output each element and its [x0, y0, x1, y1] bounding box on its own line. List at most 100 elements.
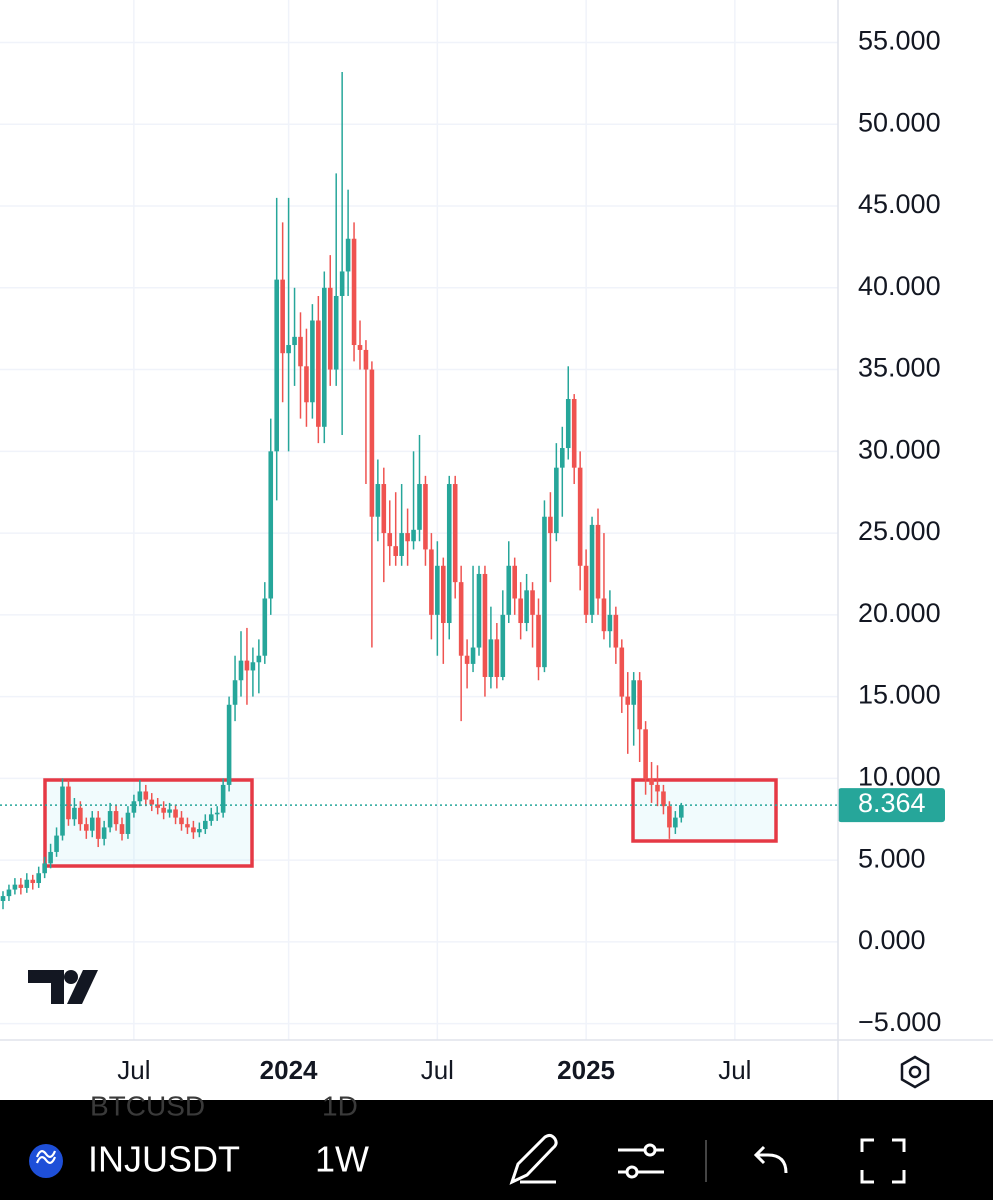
- candle-body: [571, 398, 577, 468]
- candles: [0, 71, 684, 910]
- candle-body: [548, 516, 553, 534]
- candle-body: [12, 884, 18, 890]
- candle-body: [84, 824, 89, 831]
- candle-body: [387, 533, 393, 547]
- candle-body: [250, 662, 256, 671]
- candle-body: [673, 817, 678, 828]
- fullscreen-icon[interactable]: [860, 1138, 906, 1184]
- candle-body: [536, 614, 541, 668]
- candle-body: [89, 817, 95, 831]
- interval[interactable]: 1W: [315, 1139, 369, 1180]
- candle-body: [185, 824, 190, 828]
- candle-body: [411, 529, 416, 542]
- candle-body: [203, 820, 208, 830]
- candle-body: [643, 729, 648, 779]
- candle-body: [60, 786, 65, 836]
- candle-body: [310, 320, 315, 403]
- candle-body: [405, 533, 410, 542]
- candle-body: [631, 680, 636, 705]
- last-price-label: 8.364: [858, 788, 926, 818]
- candle-body: [637, 680, 642, 730]
- candle-body: [345, 238, 351, 272]
- candle-body: [119, 824, 125, 834]
- candle-body: [173, 809, 178, 818]
- candle-body: [577, 467, 583, 566]
- candle-body: [339, 271, 345, 296]
- candle-body: [399, 533, 404, 556]
- y-tick-label: 25.000: [858, 516, 941, 546]
- toolbar: [0, 1100, 993, 1200]
- range-box: [631, 778, 778, 843]
- candle-body: [393, 546, 398, 556]
- candle-body: [506, 565, 512, 615]
- candle-body: [197, 829, 202, 833]
- y-tick-label: 50.000: [858, 107, 941, 137]
- candle-body: [0, 896, 6, 902]
- candle-body: [238, 660, 244, 681]
- candle-body: [512, 565, 517, 599]
- candle-body: [661, 791, 666, 807]
- logo-part: [28, 970, 64, 1004]
- y-tick-label: 45.000: [858, 189, 941, 219]
- candle-body: [351, 238, 357, 346]
- candle-body: [149, 799, 155, 805]
- candle-body: [417, 484, 422, 530]
- candle-body: [18, 884, 24, 888]
- range-box: [43, 778, 254, 868]
- ghost-interval: 1D: [322, 1090, 358, 1121]
- y-tick-label: 55.000: [858, 26, 941, 56]
- candle-body: [220, 784, 226, 813]
- candle-body: [191, 827, 196, 833]
- candle-body: [357, 345, 363, 350]
- candle-body: [530, 590, 535, 615]
- candle-body: [24, 879, 30, 888]
- symbol-logo-mark: [35, 1150, 57, 1164]
- candle-body: [333, 295, 339, 370]
- candle-body: [327, 287, 333, 370]
- settings-icon[interactable]: [900, 1055, 930, 1089]
- y-tick-label: 40.000: [858, 271, 941, 301]
- candle-body: [286, 345, 291, 354]
- candle-body: [423, 484, 428, 550]
- candle-body: [322, 287, 327, 427]
- tradingview-logo: [28, 970, 98, 1004]
- candle-body: [54, 835, 59, 852]
- ghost-symbol: BTCUSD: [90, 1090, 205, 1121]
- candle-body: [113, 811, 119, 825]
- candle-body: [375, 484, 381, 517]
- candle-body: [500, 614, 506, 677]
- candle-body: [298, 336, 303, 367]
- y-tick-label: 0.000: [858, 925, 926, 955]
- candle-body: [583, 565, 589, 615]
- y-tick-label: 30.000: [858, 434, 941, 464]
- undo-icon[interactable]: [753, 1145, 788, 1174]
- indicators-icon[interactable]: [618, 1143, 664, 1179]
- symbol[interactable]: INJUSDT: [88, 1139, 240, 1180]
- candle-body: [36, 873, 41, 884]
- candle-body: [625, 696, 631, 705]
- logo-part: [64, 970, 78, 984]
- candle-body: [429, 549, 434, 615]
- candle-body: [226, 704, 232, 785]
- candle-body: [524, 590, 529, 624]
- candle-body: [369, 369, 375, 517]
- candle-body: [619, 647, 625, 697]
- candle-body: [232, 680, 238, 705]
- candle-body: [458, 582, 464, 656]
- candle-body: [78, 807, 83, 825]
- x-tick-label: Jul: [421, 1055, 454, 1085]
- candle-body: [256, 655, 262, 663]
- x-tick-label: Jul: [117, 1055, 150, 1085]
- candle-body: [381, 484, 387, 534]
- draw-icon[interactable]: [509, 1133, 558, 1185]
- logo-part: [67, 970, 98, 1004]
- candle-body: [441, 565, 446, 624]
- candle-body: [131, 801, 137, 813]
- x-tick-label: 2025: [557, 1055, 615, 1085]
- y-tick-label: −5.000: [858, 1007, 941, 1037]
- candle-body: [589, 524, 595, 615]
- candle-body: [601, 598, 607, 632]
- candle-body: [435, 565, 440, 615]
- candle-body: [363, 349, 369, 370]
